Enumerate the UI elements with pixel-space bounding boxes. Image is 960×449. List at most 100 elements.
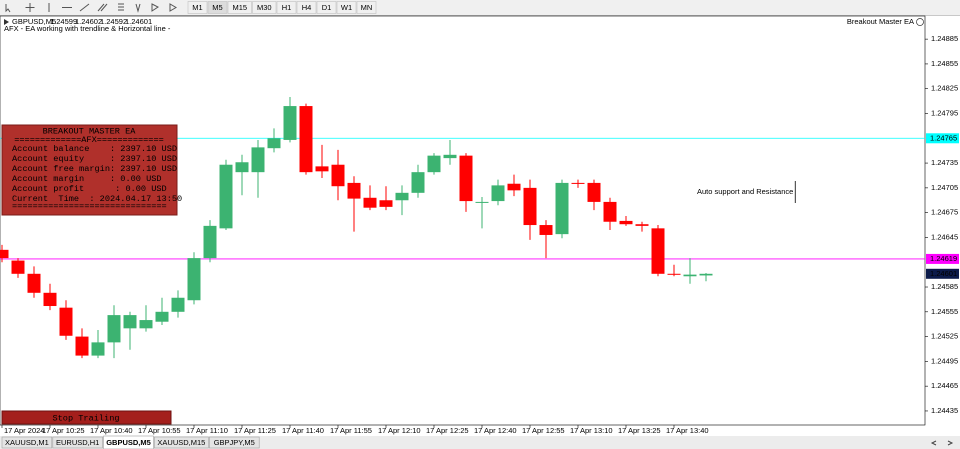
candle-body xyxy=(443,154,457,159)
text-icon[interactable] xyxy=(135,3,141,13)
timeframe-button[interactable] xyxy=(187,1,208,14)
ea-name: Breakout Master EA xyxy=(847,17,914,26)
x-tick-label: 17 Apr 12:10 xyxy=(378,426,421,435)
y-tick-label: 1.24705 xyxy=(931,183,958,192)
label-icon[interactable] xyxy=(151,3,159,12)
panel-title: BREAKOUT MASTER EA xyxy=(43,126,137,136)
candle-body xyxy=(347,182,361,199)
arrow-icon[interactable] xyxy=(169,3,177,12)
toolbar xyxy=(0,0,960,15)
candle-body xyxy=(331,164,345,187)
x-tick-label: 17 Apr 11:10 xyxy=(186,426,228,435)
candle-body xyxy=(491,185,505,202)
ohlc-value: 1.24599 xyxy=(50,17,77,26)
candle-body xyxy=(219,164,233,229)
candle-body xyxy=(187,258,201,301)
annotation: Auto support and Resistance xyxy=(697,187,793,196)
candle-body xyxy=(43,292,57,307)
panel-divider: =============AFX============= xyxy=(14,135,164,145)
timeframe-label[interactable]: MN xyxy=(361,3,373,12)
candle-body xyxy=(267,138,281,149)
tab-label[interactable]: XAUUSD,M15 xyxy=(157,438,205,447)
channel-icon[interactable] xyxy=(97,3,108,12)
timeframe-button[interactable] xyxy=(207,1,228,14)
level-price-label: 1.24765 xyxy=(930,133,957,142)
crosshair-icon[interactable] xyxy=(25,3,35,12)
candle-body xyxy=(11,260,25,274)
tab[interactable] xyxy=(103,435,154,449)
candle-body xyxy=(411,172,425,193)
tab-scroll-icons[interactable] xyxy=(930,440,954,446)
ohlc-value: 1.24601 xyxy=(125,17,152,26)
stop-trailing-label[interactable]: Stop Trailing xyxy=(52,413,119,423)
tab-label[interactable]: XAUUSD,M1 xyxy=(5,438,49,447)
timeframe-label[interactable]: W1 xyxy=(341,3,352,12)
candle-body xyxy=(619,220,633,225)
panel-line: Account profit : 0.00 USD xyxy=(12,184,167,194)
tab-label[interactable]: GBPUSD,M5 xyxy=(106,438,151,447)
timeframe-button[interactable] xyxy=(336,1,357,14)
candle-body xyxy=(635,224,649,226)
timeframe-button[interactable] xyxy=(276,1,297,14)
timeframe-button[interactable] xyxy=(296,1,317,14)
tab[interactable] xyxy=(52,436,103,449)
candle-body xyxy=(395,192,409,201)
cursor-icon[interactable] xyxy=(5,4,11,13)
candle-body xyxy=(555,182,569,235)
candle-body xyxy=(379,200,393,207)
x-tick-label: 17 Apr 11:40 xyxy=(282,426,324,435)
toolbar-border xyxy=(0,15,960,16)
candle-body xyxy=(475,201,489,203)
timeframe-label[interactable]: H4 xyxy=(302,3,312,12)
candle-body xyxy=(59,307,73,336)
candle-body xyxy=(603,201,617,222)
timeframe-button[interactable] xyxy=(316,1,337,14)
timeframe-label[interactable]: M15 xyxy=(232,3,247,12)
timeframe-button[interactable] xyxy=(227,1,252,14)
y-tick-label: 1.24795 xyxy=(931,108,958,117)
tab[interactable] xyxy=(209,436,260,449)
tab[interactable] xyxy=(1,436,53,449)
timeframe-label[interactable]: H1 xyxy=(282,3,292,12)
candle-body xyxy=(155,311,169,322)
x-tick-label: 17 Apr 13:10 xyxy=(570,426,613,435)
timeframe-button[interactable] xyxy=(252,1,277,14)
panel-line: Account free margin: 2397.10 USD xyxy=(12,164,177,174)
candle-body xyxy=(507,183,521,191)
timeframe-button[interactable] xyxy=(356,1,377,14)
x-tick-label: 17 Apr 2024 xyxy=(4,426,44,435)
candle-body xyxy=(91,342,105,356)
level-price-label: 1.24619 xyxy=(930,254,957,263)
tab[interactable] xyxy=(154,436,209,449)
candle-body xyxy=(283,106,297,140)
timeframe-label[interactable]: M30 xyxy=(257,3,272,12)
symbol-arrow-icon xyxy=(4,19,9,25)
timeframe-label[interactable]: M5 xyxy=(212,3,222,12)
ea-subtitle: AFX - EA working with trendline & Horizo… xyxy=(4,24,171,33)
ea-panel xyxy=(1,124,178,216)
candle-body xyxy=(363,197,377,208)
candle-body xyxy=(123,315,137,329)
candle-body xyxy=(75,336,89,356)
y-tick-label: 1.24855 xyxy=(931,59,958,68)
candle-body xyxy=(0,249,9,259)
timeframe-label[interactable]: M1 xyxy=(192,3,202,12)
panel-divider: ============================== xyxy=(12,201,167,211)
y-tick-label: 1.24735 xyxy=(931,158,958,167)
x-tick-label: 17 Apr 10:40 xyxy=(90,426,133,435)
candle-body xyxy=(107,315,121,343)
candle-body xyxy=(27,273,41,293)
y-tick-label: 1.24645 xyxy=(931,232,958,241)
candle-body xyxy=(523,187,537,226)
tab-label[interactable]: GBPJPY,M5 xyxy=(214,438,255,447)
x-tick-label: 17 Apr 11:25 xyxy=(234,426,276,435)
timeframe-label[interactable]: D1 xyxy=(322,3,332,12)
tab-label[interactable]: EURUSD,H1 xyxy=(56,438,99,447)
plot-area xyxy=(0,15,926,426)
fibo-icon[interactable] xyxy=(118,3,124,11)
candle-body xyxy=(699,273,713,276)
candle-body xyxy=(299,106,313,173)
trendline-icon[interactable] xyxy=(79,3,90,12)
candle-body xyxy=(171,297,185,312)
stop-trailing-button[interactable] xyxy=(1,410,172,425)
